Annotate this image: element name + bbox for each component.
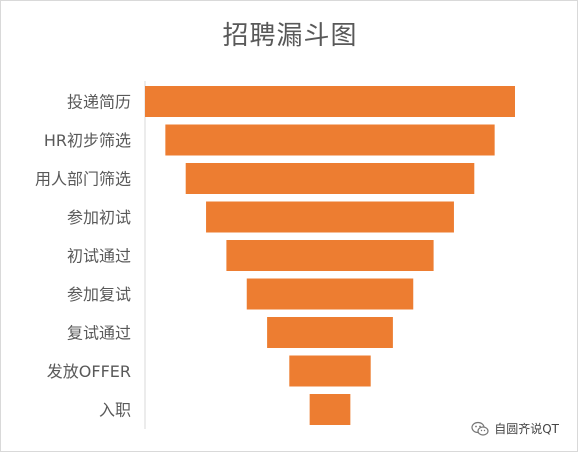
funnel-bar-5 [226, 240, 434, 271]
funnel-bar-1 [145, 86, 515, 117]
watermark: 自圆齐说QT [471, 420, 559, 437]
funnel-bar-8 [289, 355, 371, 387]
category-label-6: 参加复试 [67, 285, 131, 304]
wechat-icon [471, 421, 489, 436]
category-label-4: 参加初试 [67, 208, 131, 227]
funnel-bar-2 [165, 124, 495, 156]
funnel-bar-9 [309, 394, 351, 425]
category-label-3: 用人部门筛选 [35, 170, 131, 189]
category-label-2: HR初步筛选 [44, 131, 131, 150]
category-label-8: 发放OFFER [47, 362, 131, 381]
category-label-9: 入职 [99, 401, 131, 420]
watermark-text: 自圆齐说QT [494, 422, 559, 436]
category-label-7: 复试通过 [67, 324, 131, 343]
category-label-1: 投递简历 [67, 93, 131, 112]
category-label-5: 初试通过 [67, 247, 131, 266]
funnel-bar-3 [185, 163, 475, 194]
chart-title: 招聘漏斗图 [222, 21, 358, 51]
funnel-bar-7 [267, 317, 393, 348]
funnel-bar-4 [206, 201, 454, 233]
funnel-bar-6 [246, 278, 414, 310]
